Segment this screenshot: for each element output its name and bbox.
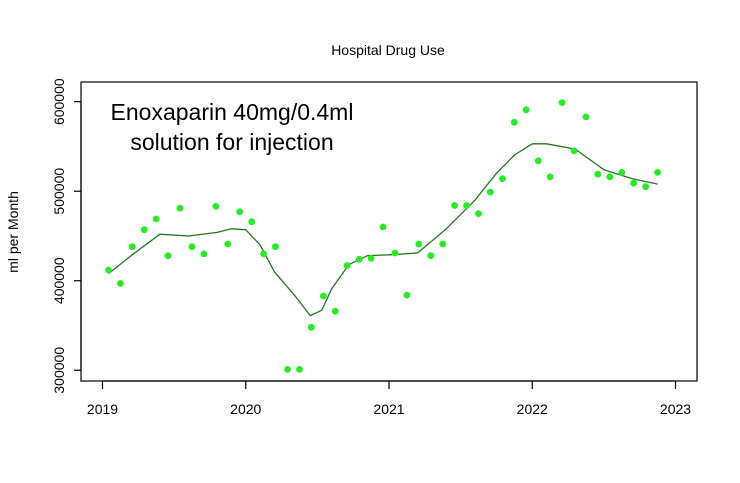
data-point (320, 292, 327, 300)
points-layer (105, 99, 661, 373)
chart-title: Hospital Drug Use (331, 42, 445, 58)
data-point (558, 99, 566, 106)
data-point (522, 106, 530, 114)
plot-frame (80, 81, 698, 382)
x-tick-label: 2019 (87, 401, 118, 417)
data-point (128, 243, 136, 251)
data-point (475, 210, 482, 218)
data-point (200, 250, 208, 258)
data-point (654, 169, 661, 176)
data-point (236, 208, 244, 216)
data-point (260, 250, 268, 258)
data-point (296, 366, 303, 373)
data-point (546, 173, 554, 181)
data-point (642, 183, 650, 191)
data-point (487, 188, 494, 196)
y-tick-label: 600000 (51, 78, 67, 125)
data-point (618, 169, 626, 176)
data-point (570, 147, 578, 155)
data-point (463, 202, 470, 209)
data-point (308, 323, 315, 331)
data-point (415, 240, 423, 248)
data-point (427, 252, 435, 260)
data-point (212, 203, 220, 210)
data-point (367, 255, 375, 262)
data-point (451, 202, 458, 209)
y-tick-label: 400000 (51, 257, 67, 304)
data-point (510, 118, 518, 126)
data-point (582, 113, 590, 121)
data-point (331, 307, 339, 315)
data-point (391, 249, 399, 257)
data-point (284, 366, 291, 373)
x-tick-label: 2020 (230, 401, 261, 417)
x-tick-label: 2023 (660, 401, 691, 417)
data-point (105, 266, 112, 274)
annotation-line-1: Enoxaparin 40mg/0.4ml (111, 99, 354, 125)
data-point (499, 175, 506, 183)
data-point (248, 218, 256, 226)
data-point (224, 240, 232, 248)
data-point (343, 262, 351, 269)
data-point (534, 157, 542, 165)
x-tick-label: 2022 (517, 401, 548, 417)
x-axis: 2019 2020 2021 2022 2023 (87, 380, 691, 417)
data-point (403, 291, 411, 299)
data-point (630, 179, 638, 187)
data-point (355, 255, 363, 263)
annotation-line-2: solution for injection (130, 129, 333, 155)
data-point (176, 204, 184, 212)
data-point (140, 226, 148, 234)
annotation: Enoxaparin 40mg/0.4ml solution for injec… (111, 99, 354, 155)
data-point (379, 223, 387, 231)
y-axis: 300000 400000 500000 600000 (51, 78, 82, 394)
y-axis-label: ml per Month (5, 191, 21, 273)
data-point (606, 173, 614, 181)
y-tick-label: 300000 (51, 347, 67, 394)
data-point (594, 170, 602, 178)
y-tick-label: 500000 (51, 168, 67, 215)
x-tick-label: 2021 (373, 401, 404, 417)
data-point (272, 243, 279, 251)
data-point (439, 240, 447, 248)
data-point (188, 243, 196, 251)
data-point (152, 215, 160, 223)
data-point (164, 252, 172, 260)
data-point (117, 280, 124, 287)
